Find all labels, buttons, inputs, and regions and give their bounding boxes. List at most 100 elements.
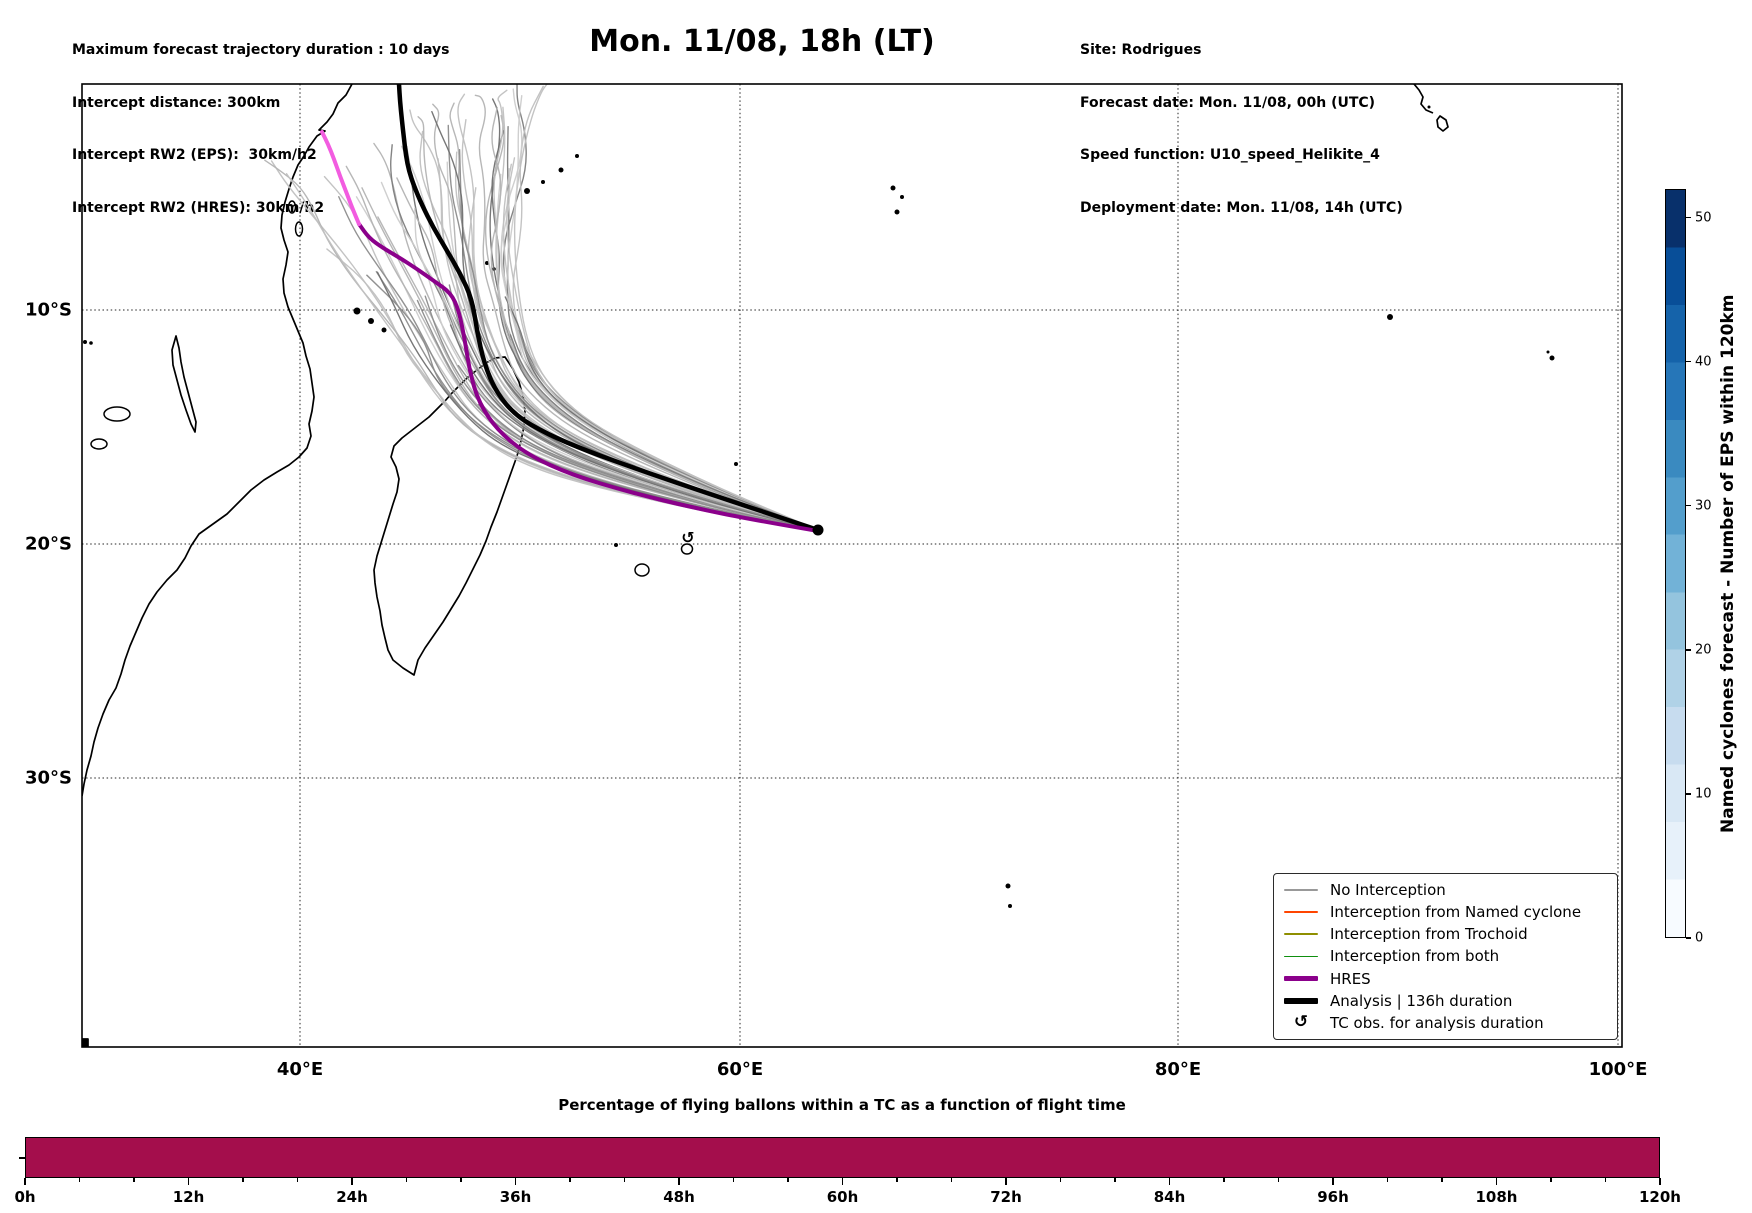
ensemble-trajectory <box>366 274 819 531</box>
bottom-chart-minor-tick <box>1059 1178 1062 1182</box>
y-tick-label: 10°S <box>24 299 72 321</box>
bottom-chart-major-tick <box>1005 1178 1007 1185</box>
legend-line-sample <box>1284 911 1318 914</box>
ensemble-trajectory <box>457 93 819 531</box>
legend-item: Analysis | 136h duration <box>1284 990 1607 1012</box>
legend-line-sample-stroke <box>1284 955 1318 958</box>
bottom-chart-major-tick <box>351 1178 353 1185</box>
ensemble-trajectory <box>449 324 819 531</box>
island-dot <box>894 209 900 215</box>
bottom-chart-major-tick <box>24 1178 26 1185</box>
bottom-chart-x-tick-label: 84h <box>1153 1188 1186 1206</box>
legend-line-sample-stroke <box>1284 911 1318 914</box>
bottom-chart-minor-tick <box>569 1178 571 1182</box>
island-dot <box>89 341 93 345</box>
colorbar-tick-label: 40 <box>1695 354 1712 370</box>
ensemble-trajectory <box>338 196 819 531</box>
ensemble-trajectory <box>285 173 819 531</box>
island-dot <box>1549 355 1555 361</box>
tc-percentage-bar <box>25 1137 1660 1178</box>
x-tick-label: 60°E <box>716 1059 764 1080</box>
ensemble-trajectory <box>400 145 819 531</box>
bottom-chart-x-tick-label: 120h <box>1639 1188 1681 1206</box>
bottom-chart-major-tick <box>514 1178 517 1185</box>
colorbar-tick-label: 50 <box>1695 210 1712 226</box>
bottom-chart-major-tick <box>1332 1178 1334 1185</box>
bottom-chart-x-tick-label: 0h <box>14 1188 36 1206</box>
site-line: Site: Rodrigues <box>1080 42 1202 58</box>
island-dot <box>368 318 374 324</box>
island-zanzibar <box>287 200 297 214</box>
map-frame <box>81 83 1623 1048</box>
coastline-madagascar <box>373 356 526 676</box>
legend-item-label: Interception from Trochoid <box>1330 925 1528 944</box>
bottom-chart-minor-tick <box>460 1178 462 1182</box>
rotate-ccw-icon: ↺ <box>1293 1012 1309 1033</box>
forecast-date-line: Forecast date: Mon. 11/08, 00h (UTC) <box>1080 94 1376 111</box>
analysis-line <box>396 84 821 533</box>
ensemble-trajectory <box>474 94 819 531</box>
colorbar-tick-label: 30 <box>1695 498 1712 514</box>
island-inland-lake-2 <box>90 438 108 450</box>
max-duration-line: Maximum forecast trajectory duration : 1… <box>72 42 450 58</box>
legend-item-label: HRES <box>1330 969 1371 988</box>
bottom-chart-x-tick-label: 96h <box>1317 1188 1349 1206</box>
island-mauritius <box>680 543 694 555</box>
legend-item-label: TC obs. for analysis duration <box>1330 1013 1544 1032</box>
bottom-chart-minor-tick <box>896 1178 898 1182</box>
bottom-chart-minor-tick <box>732 1178 735 1182</box>
legend-line-sample-stroke <box>1284 889 1318 891</box>
hres-line <box>357 222 820 533</box>
bottom-chart-major-tick <box>1659 1178 1661 1185</box>
bottom-chart-major-tick <box>187 1178 190 1185</box>
ensemble-trajectory <box>380 181 819 531</box>
coastline-ne-corner-island <box>1436 115 1449 132</box>
legend-item-label: No Interception <box>1330 881 1446 900</box>
bottom-chart-major-tick <box>1168 1178 1171 1185</box>
colorbar-tick <box>1686 649 1691 651</box>
intercept-distance-line: Intercept distance: 300km <box>72 94 281 111</box>
hres-extension-line <box>320 130 361 226</box>
bottom-chart-title: Percentage of flying ballons within a TC… <box>558 1096 1126 1114</box>
legend-line-sample-stroke <box>1284 998 1318 1004</box>
bottom-chart-minor-tick <box>1550 1178 1552 1182</box>
bottom-chart-minor-tick <box>1223 1178 1225 1182</box>
island-dot <box>575 154 579 158</box>
intercept-rw2-hres-line: Intercept RW2 (HRES): 30km/h2 <box>72 199 325 216</box>
island-dot <box>1005 883 1011 889</box>
y-tick-label: 20°S <box>24 533 72 555</box>
bottom-chart-minor-tick <box>950 1178 953 1182</box>
island-dot <box>1427 105 1431 109</box>
legend-line-sample <box>1284 889 1318 891</box>
bottom-chart-major-tick <box>1495 1178 1498 1185</box>
colorbar-label: Named cyclones forecast - Number of EPS … <box>1718 294 1738 833</box>
tc-obs-marker: ↺ <box>681 528 694 547</box>
bottom-chart-minor-tick <box>1277 1178 1280 1182</box>
ensemble-trajectory <box>326 248 819 531</box>
colorbar-tick <box>1686 505 1691 507</box>
colorbar-tick-label: 0 <box>1695 930 1704 946</box>
island-dot <box>900 195 904 199</box>
x-tick-label: 40°E <box>276 1059 324 1080</box>
bottom-chart-minor-tick <box>623 1178 626 1182</box>
x-tick-label: 80°E <box>1154 1059 1202 1080</box>
legend-line-sample <box>1284 933 1318 936</box>
island-dot <box>83 340 87 344</box>
legend-line-sample <box>1284 998 1318 1004</box>
island-dot <box>1008 904 1012 908</box>
bottom-chart-minor-tick <box>1386 1178 1389 1182</box>
bottom-chart-minor-tick <box>405 1178 408 1182</box>
coastline-lake-malawi <box>171 335 197 433</box>
island-dot <box>524 188 530 194</box>
island-inland-lake-1 <box>103 406 131 422</box>
legend-line-sample <box>1284 955 1318 958</box>
island-dot <box>381 327 387 333</box>
map-content: ↺ <box>82 84 1555 1047</box>
island-dot <box>558 167 564 173</box>
cyclone-start-marker <box>812 524 824 536</box>
legend-item: HRES <box>1284 968 1607 990</box>
legend-line-sample <box>1284 976 1318 981</box>
island-dot <box>614 543 618 547</box>
